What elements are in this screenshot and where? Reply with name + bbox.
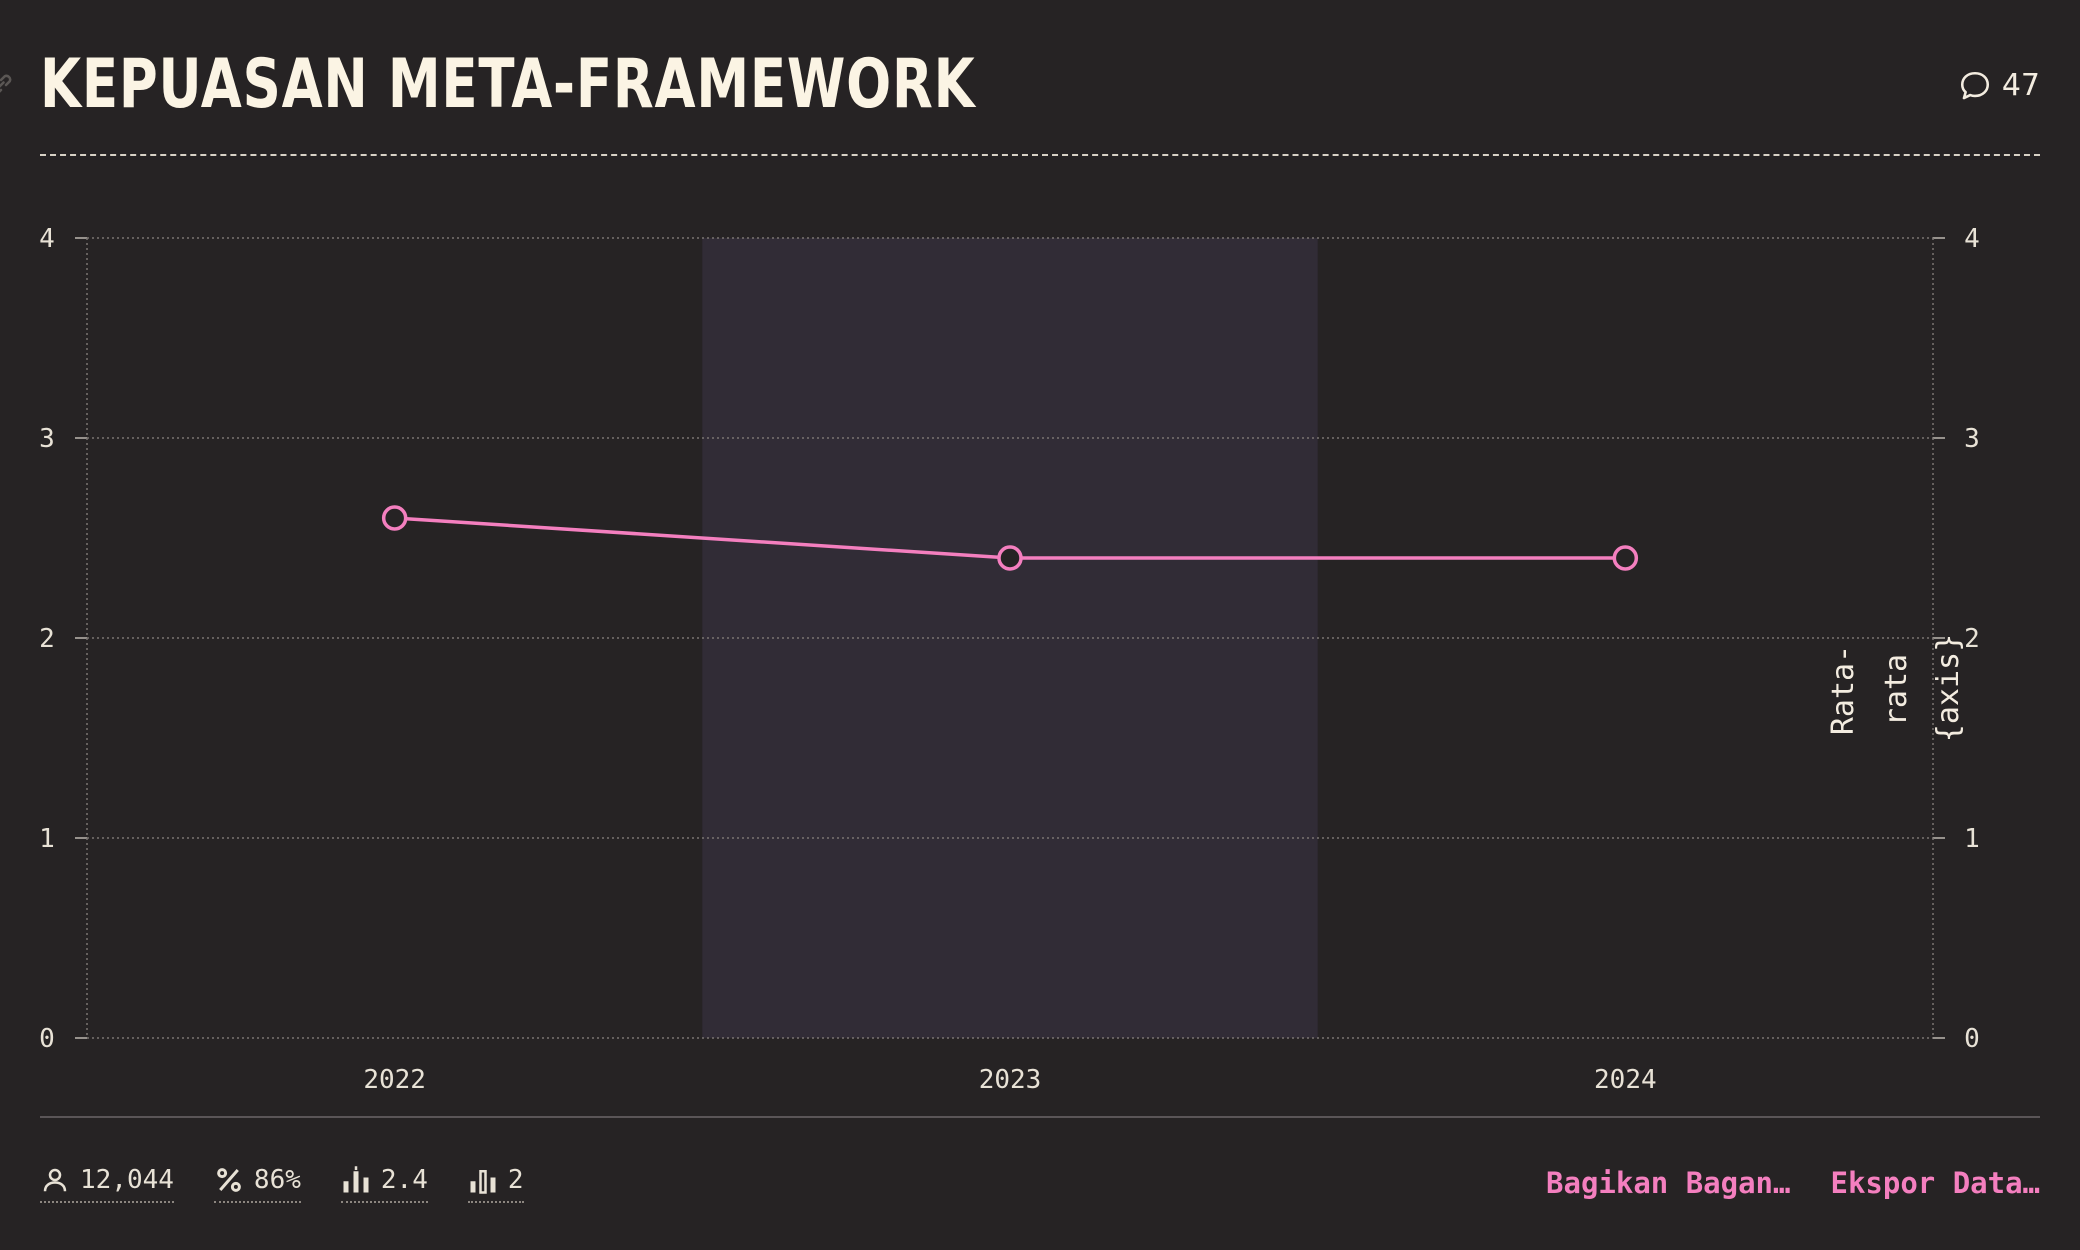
link-icon[interactable] — [0, 70, 16, 100]
y-tick-label-right: 2 — [1964, 624, 1980, 654]
average-value: 2.4 — [380, 1165, 428, 1195]
median-stat: 2 — [467, 1165, 524, 1203]
highlight-band — [702, 238, 1318, 1038]
average-stat: 2.4 — [340, 1165, 428, 1203]
y-tick-label-right: 3 — [1964, 424, 1980, 454]
line-chart: 0 0 1 1 2 2 3 3 4 4 2022 2023 2024 Rata-rata {axis} — [39, 224, 1980, 1095]
percent-icon — [217, 1168, 241, 1192]
y-tick-label-left: 3 — [39, 424, 55, 454]
y-tick-label-left: 0 — [39, 1024, 55, 1054]
user-icon — [43, 1168, 67, 1192]
y-tick-label-right: 0 — [1964, 1024, 1980, 1054]
percentage-stat: 86% — [213, 1165, 301, 1203]
data-point — [1612, 545, 1639, 571]
data-point — [997, 545, 1023, 571]
page-title: KEPUASAN META-FRAMEWORK — [40, 45, 976, 124]
y-tick-label-right: 1 — [1964, 824, 1980, 854]
y-tick-label-left: 2 — [39, 624, 55, 654]
title-divider — [40, 154, 2040, 156]
respondents-stat: 12,044 — [40, 1165, 174, 1203]
share-chart-button[interactable]: Bagikan Bagan… — [1546, 1166, 1791, 1200]
median-bars-icon — [470, 1170, 496, 1194]
stats-bar: 12,044 86% 2.4 2 — [40, 1165, 524, 1203]
respondents-value: 12,044 — [80, 1165, 174, 1195]
y-tick-label-left: 1 — [39, 824, 55, 854]
x-tick-label: 2023 — [979, 1065, 1042, 1095]
comment-count: 47 — [2001, 68, 2040, 103]
data-point — [381, 505, 408, 531]
x-tick-label: 2024 — [1594, 1065, 1657, 1095]
right-axis-label-word: Rata- — [1826, 645, 1861, 735]
percentage-value: 86% — [253, 1165, 301, 1195]
footer-divider — [40, 1116, 2040, 1118]
comments-button[interactable]: 47 — [1958, 68, 2040, 103]
x-tick-label: 2022 — [363, 1065, 426, 1095]
chart-actions: Bagikan Bagan… Ekspor Data… — [1546, 1166, 2040, 1200]
average-bars-icon — [343, 1166, 369, 1193]
export-data-button[interactable]: Ekspor Data… — [1830, 1166, 2040, 1200]
right-axis-label-word: {axis} — [1931, 634, 1966, 742]
median-value: 2 — [507, 1165, 524, 1195]
y-tick-label-right: 4 — [1964, 224, 1980, 254]
right-axis-label-word: rata — [1879, 654, 1914, 726]
y-tick-label-left: 4 — [39, 224, 55, 254]
comment-bubble-icon — [1960, 71, 1989, 99]
